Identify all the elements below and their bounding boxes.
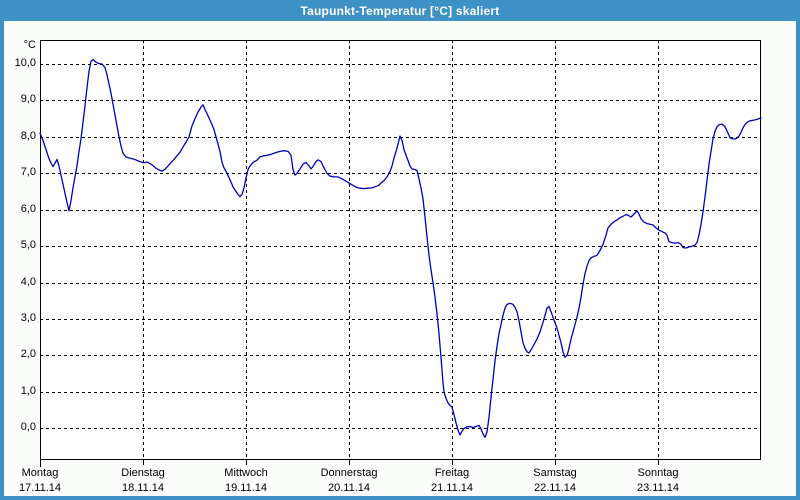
y-tick-label: 3,0 xyxy=(20,312,36,324)
day-date: 22.11.14 xyxy=(533,482,576,494)
day-date: 19.11.14 xyxy=(224,482,267,494)
day-name: Dienstag xyxy=(121,467,165,479)
day-label: Montag 17.11.14 xyxy=(0,466,95,496)
day-date: 18.11.14 xyxy=(121,482,164,494)
day-label: Dienstag 18.11.14 xyxy=(88,466,198,496)
day-label: Donnerstag 20.11.14 xyxy=(294,466,404,496)
day-name: Donnerstag xyxy=(320,467,378,479)
day-date: 20.11.14 xyxy=(327,482,370,494)
day-date: 23.11.14 xyxy=(636,482,679,494)
title-bar: Taupunkt-Temperatur [°C] skaliert xyxy=(0,0,800,21)
day-label: Samstag 22.11.14 xyxy=(500,466,610,496)
day-label: Sonntag 23.11.14 xyxy=(603,466,713,496)
window-title: Taupunkt-Temperatur [°C] skaliert xyxy=(300,3,500,18)
day-date: 17.11.14 xyxy=(18,482,61,494)
dew-point-line xyxy=(39,58,762,439)
y-tick-label: 7,0 xyxy=(20,166,36,179)
y-tick-label: 9,0 xyxy=(20,93,36,106)
y-tick-label: 10,0 xyxy=(14,57,36,69)
day-name: Mittwoch xyxy=(224,467,268,479)
day-name: Montag xyxy=(21,467,59,479)
day-label: Freitag 21.11.14 xyxy=(397,466,507,496)
day-name: Freitag xyxy=(434,467,470,479)
window-frame-left xyxy=(0,21,4,500)
y-tick-label: 1,0 xyxy=(20,384,36,397)
day-date: 21.11.14 xyxy=(430,482,473,494)
plot-border xyxy=(40,40,761,460)
day-label: Mittwoch 19.11.14 xyxy=(191,466,301,496)
window-frame-right xyxy=(796,21,800,500)
y-tick-label: 8,0 xyxy=(20,129,36,142)
y-tick-label: 4,0 xyxy=(20,275,36,288)
y-tick-label: 2,0 xyxy=(20,348,36,361)
y-tick-label: 6,0 xyxy=(20,202,36,215)
y-axis-unit-label: °C xyxy=(23,39,36,51)
day-name: Sonntag xyxy=(637,467,679,479)
day-name: Samstag xyxy=(533,467,577,479)
plot-background xyxy=(40,40,761,460)
y-tick-label: 0,0 xyxy=(20,421,36,434)
y-tick-label: 5,0 xyxy=(20,239,36,252)
window-frame-bottom xyxy=(0,496,800,500)
